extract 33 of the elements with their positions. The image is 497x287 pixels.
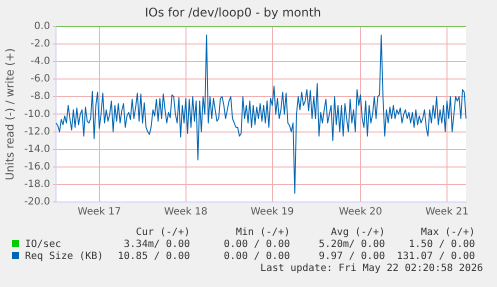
text: Min (-/+) [236, 227, 290, 238]
y-tick-label: -18.0 [24, 179, 50, 190]
y-tick-label: -14.0 [24, 144, 50, 155]
legend-label: Req Size (KB) [24, 251, 104, 263]
y-tick-label: -2.0 [30, 38, 50, 50]
x-tick-label: Week 21 [425, 206, 469, 218]
text: Cur (-/+) [136, 227, 190, 238]
text: 0.00 / 0.00 [224, 239, 290, 250]
y-tick-label: 0.0 [34, 20, 50, 32]
text: 5.20m/ 0.00 [318, 239, 385, 250]
text: 1.50 / 0.00 [408, 239, 475, 250]
y-tick-label: -12.0 [24, 126, 50, 138]
text: 0.00 / 0.00 [224, 251, 290, 262]
y-tick-label: -4.0 [30, 56, 50, 68]
legend-label: IO/sec [24, 239, 62, 251]
x-tick-label: Week 18 [164, 206, 208, 218]
text: 131.07 / 0.00 [396, 251, 475, 262]
text: Avg (-/+) [330, 227, 385, 238]
x-tick-label: Week 19 [250, 206, 294, 218]
y-tick-label: -16.0 [24, 161, 50, 172]
y-tick-label: -8.0 [30, 91, 50, 102]
y-tick-label: -10.0 [24, 108, 50, 120]
y-tick-label: -20.0 [24, 196, 50, 208]
text: Last update: Fri May 22 02:20:58 2026 [260, 263, 483, 274]
chart-title: IOs for /dev/loop0 - by month [144, 5, 322, 20]
y-axis-title: Units read (-) / write (+) [3, 48, 16, 180]
x-tick-label: Week 20 [338, 206, 382, 218]
x-tick-label: Week 17 [78, 206, 121, 218]
y-tick-label: -6.0 [30, 74, 50, 85]
text: 9.97 / 0.00 [318, 251, 385, 262]
text: 3.34m/ 0.00 [124, 239, 190, 250]
text: Max (-/+) [420, 227, 475, 238]
text: 10.85 / 0.00 [118, 251, 190, 262]
